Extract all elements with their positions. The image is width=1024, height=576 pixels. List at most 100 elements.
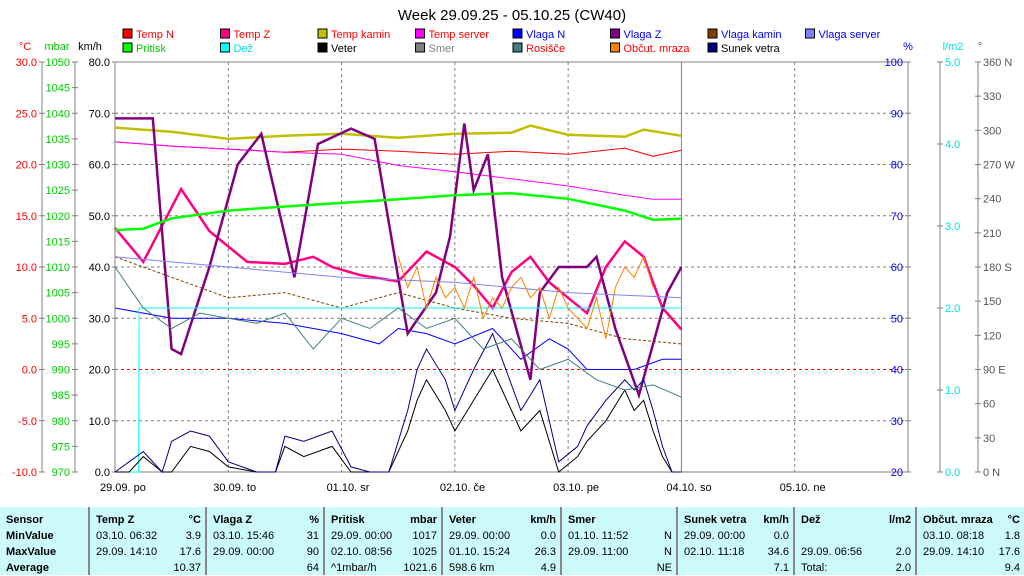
legend-swatch	[317, 42, 328, 53]
legend-label: Sunek vetra	[721, 43, 781, 55]
legend-swatch	[610, 28, 620, 39]
stats-cell: 01.10. 11:52 N	[568, 528, 672, 544]
series-vlaga-z	[115, 117, 683, 400]
x-tick-label: 29.09. po	[100, 482, 146, 494]
stats-header: Smer	[568, 512, 672, 528]
stats-row-label: MaxValue	[6, 546, 57, 558]
axis-tick-label-direction: 60	[983, 399, 995, 411]
stats-cell-value: 9.4	[1004, 562, 1020, 574]
axis-tick-label-wind: 80.0	[89, 57, 110, 69]
stats-cell-value: NE	[656, 562, 672, 574]
stats-cell-value: 17.6	[179, 546, 201, 558]
stats-cell-value: 2.0	[895, 562, 911, 574]
stats-cell-time: 598.6 km	[449, 562, 495, 574]
stats-cell-value: 7.1	[773, 562, 789, 574]
axis-tick-label-temp: 30.0	[16, 57, 37, 69]
legend-swatch	[707, 28, 718, 39]
legend-label: Vlaga kamin	[721, 29, 782, 41]
stats-cell: 29.09. 14:10 17.6	[923, 544, 1020, 560]
x-tick-label: 03.10. pe	[553, 482, 599, 494]
axis-tick-label-direction: 210	[983, 228, 1001, 240]
legend-label: Temp N	[136, 29, 174, 41]
stats-cell-value: 17.6	[998, 546, 1020, 558]
stats-header: Dež l/m2	[801, 512, 911, 528]
axis-tick-label-direction: 300	[983, 125, 1001, 137]
stats-column-temp-z: Temp Z °C 03.10. 06:32 3.9 29.09. 14:10 17.6 1…	[88, 507, 205, 575]
axis-unit-pressure: mbar	[44, 41, 69, 53]
axis-tick-label-humidity: 40	[891, 365, 903, 377]
stats-cell: Average	[6, 560, 82, 576]
stats-cell-value: 26.3	[534, 546, 556, 558]
stats-cell: 29.09. 06:56 2.0	[801, 544, 911, 560]
series-občut-mraza	[397, 255, 654, 339]
x-tick-label: 30.09. to	[213, 482, 256, 494]
axis-tick-label-pressure: 1015	[46, 236, 70, 248]
axis-tick-label-pressure: 1045	[46, 83, 70, 95]
legend-label: Pritisk	[136, 43, 166, 55]
stats-cell: 01.10. 15:24 26.3	[449, 544, 556, 560]
stats-header-unit: %	[309, 514, 319, 526]
stats-header-name: Občut. mraza	[923, 514, 993, 526]
axis-tick-label-direction: 270 W	[983, 160, 1015, 172]
stats-cell-time: 02.10. 11:18	[684, 546, 745, 558]
axis-tick-label-pressure: 985	[52, 390, 70, 402]
axis-tick-label-pressure: 1035	[46, 134, 70, 146]
stats-cell: 29.09. 00:00 0.0	[684, 528, 789, 544]
series-temp-kamin	[114, 124, 682, 141]
legend-label: Občut. mraza	[624, 43, 691, 55]
stats-column-dež: Dež l/m2 29.09. 06:56 2.0 Total: 2.0	[793, 507, 915, 575]
stats-row-label: Average	[6, 562, 50, 574]
stats-header-unit: mbar	[410, 514, 437, 526]
stats-column-občut-mraza: Občut. mraza °C 03.10. 08:18 1.8 29.09. 14:1…	[915, 507, 1024, 575]
stats-cell-time: 02.10. 08:56	[331, 546, 393, 558]
stats-cell-time: 03.10. 15:46	[213, 530, 275, 542]
axis-tick-label-humidity: 90	[891, 108, 903, 120]
legend-swatch	[805, 28, 815, 39]
stats-cell: MaxValue	[6, 544, 82, 560]
series-sunek-vetra	[114, 332, 682, 473]
stats-cell-time: ^1mbar/h	[331, 562, 377, 574]
stats-cell: 29.09. 00:00 0.0	[449, 528, 556, 544]
series-vlaga-n	[114, 307, 682, 370]
axis-unit-rain: l/m2	[943, 41, 964, 53]
stats-column-vlaga-z: Vlaga Z% 03.10. 15:46 31 29.09. 00:00 90 64	[205, 507, 323, 575]
legend-swatch	[122, 28, 133, 39]
axis-tick-label-wind: 50.0	[89, 211, 110, 223]
axis-tick-label-wind: 60.0	[89, 160, 110, 172]
legend-swatch	[317, 28, 328, 39]
stats-cell-time: 29.09. 14:10	[96, 546, 158, 558]
axis-tick-label-pressure: 1005	[46, 288, 70, 300]
stats-header: Pritisk mbar	[331, 512, 437, 528]
stats-cell-value: 0.0	[540, 530, 556, 542]
axis-tick-label-humidity: 100	[885, 57, 903, 69]
stats-cell-time: 29.09. 00:00	[331, 530, 393, 542]
legend-swatch	[707, 42, 718, 53]
axis-tick-label-rain: 3.0	[945, 221, 960, 233]
axis-tick-label-rain: 0.0	[945, 467, 960, 479]
axis-tick-label-temp: 25.0	[16, 108, 37, 120]
x-tick-label: 04.10. so	[666, 482, 711, 494]
axis-tick-label-wind: 10.0	[89, 416, 110, 428]
stats-cell-value: 10.37	[173, 562, 201, 574]
axis-tick-label-temp: 10.0	[16, 262, 37, 274]
axis-tick-label-pressure: 1040	[46, 108, 70, 120]
axis-tick-label-pressure: 1020	[46, 211, 70, 223]
axis-tick-label-direction: 150	[983, 296, 1001, 308]
axis-tick-label-wind: 0.0	[95, 467, 110, 479]
stats-cell: 7.1	[684, 560, 789, 576]
chart-title: Week 29.09.25 - 05.10.25 (CW40)	[398, 7, 626, 24]
axis-tick-label-direction: 0 N	[983, 467, 1000, 479]
stats-header-name: Vlaga Z	[213, 514, 253, 526]
axis-tick-label-humidity: 70	[891, 211, 903, 223]
stats-header: Občut. mraza °C	[923, 512, 1020, 528]
axis-tick-label-direction: 90 E	[983, 365, 1006, 377]
stats-cell: 9.4	[923, 560, 1020, 576]
stats-cell-value: 64	[306, 562, 319, 574]
legend-swatch	[512, 28, 523, 39]
stats-cell-value: 34.6	[767, 546, 789, 558]
stats-cell-time: 01.10. 15:24	[449, 546, 511, 558]
stats-header: Vlaga Z%	[213, 512, 319, 528]
series-pritisk	[114, 191, 682, 232]
stats-cell: 03.10. 06:32 3.9	[96, 528, 201, 544]
stats-column-pritisk: Pritisk mbar 29.09. 00:00 1017 02.10. 08:56 1…	[323, 507, 441, 575]
